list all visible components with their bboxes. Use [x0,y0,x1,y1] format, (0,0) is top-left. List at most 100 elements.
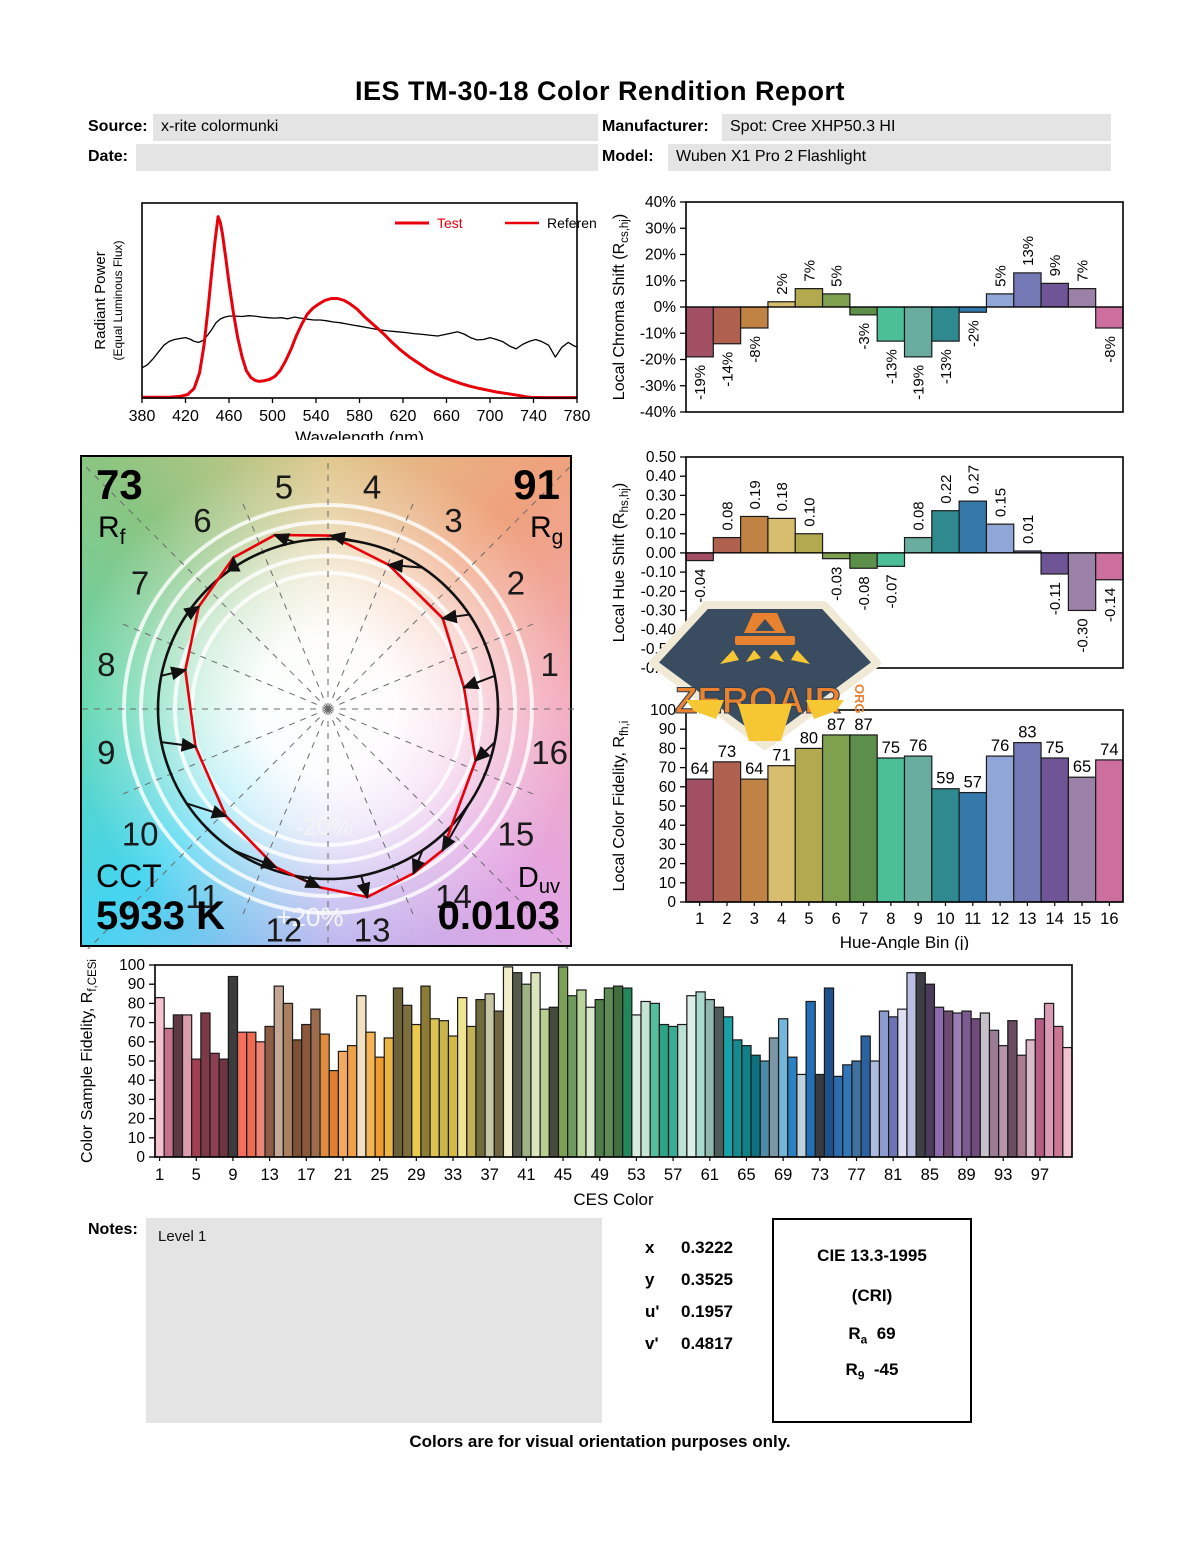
svg-text:12: 12 [266,912,303,949]
svg-text:60: 60 [659,779,677,796]
svg-text:-40%: -40% [640,404,676,421]
svg-text:700: 700 [477,408,504,425]
svg-text:11: 11 [185,878,219,915]
svg-text:0.18: 0.18 [774,482,791,511]
svg-text:73: 73 [96,461,143,508]
svg-text:49: 49 [591,1166,609,1184]
notes-label: Notes: [88,1221,138,1238]
svg-text:15: 15 [1073,910,1091,928]
svg-text:65: 65 [737,1166,755,1184]
svg-text:0: 0 [136,1149,145,1166]
svg-text:76: 76 [991,737,1009,755]
svg-text:33: 33 [444,1166,462,1184]
svg-text:81: 81 [884,1166,902,1184]
svg-text:60: 60 [128,1034,146,1051]
svg-text:80: 80 [800,729,818,747]
svg-text:2: 2 [507,564,525,601]
svg-text:70: 70 [128,1015,146,1032]
svg-text:0.30: 0.30 [646,487,677,504]
chromaticity-row-u: u' 0.1957 [645,1302,733,1321]
model-label: Model: [602,148,654,165]
source-label: Source: [88,118,148,135]
svg-text:-19%: -19% [692,365,709,400]
svg-text:-0.40: -0.40 [641,622,677,639]
svg-text:87: 87 [854,716,872,734]
svg-text:-14%: -14% [719,352,736,387]
svg-text:13: 13 [1018,910,1036,928]
page-title: IES TM-30-18 Color Rendition Report [354,76,846,106]
svg-text:11: 11 [964,910,981,928]
svg-text:-13%: -13% [938,349,955,384]
svg-text:57: 57 [964,774,982,792]
cri-subtitle: (CRI) [851,1286,893,1305]
manufacturer-value: Spot: Cree XHP50.3 HI [722,114,1111,141]
svg-text:9: 9 [228,1166,237,1184]
svg-text:53: 53 [627,1166,645,1184]
svg-text:73: 73 [811,1166,829,1184]
color-vector-graphic: -20% +20% 1 2 3 4 5 6 7 8 9 10 11 12 13 14 15 16 73 Rf 91 Rg C… [80,455,574,949]
svg-text:87: 87 [827,716,845,734]
logo-ray [746,650,761,662]
svg-text:740: 740 [520,408,547,425]
svg-text:-0.14: -0.14 [1102,588,1119,622]
svg-text:1: 1 [695,910,704,928]
svg-text:380: 380 [129,408,156,425]
svg-text:73: 73 [718,743,736,761]
chromaticity-table: x 0.3222 y 0.3525 u' 0.1957 v' 0.4817 [645,1238,733,1366]
svg-text:5%: 5% [993,265,1010,287]
svg-text:29: 29 [407,1166,425,1184]
svg-text:-8%: -8% [747,336,764,363]
svg-text:59: 59 [936,770,954,788]
logo-org-text: ORG [852,684,867,714]
svg-text:0.40: 0.40 [646,468,677,485]
svg-text:460: 460 [216,408,243,425]
svg-text:85: 85 [921,1166,939,1184]
svg-text:70: 70 [659,760,677,777]
svg-text:12: 12 [991,910,1009,928]
svg-text:40: 40 [128,1072,146,1089]
svg-text:97: 97 [1031,1166,1049,1184]
svg-text:16: 16 [531,734,568,771]
svg-text:64: 64 [690,760,708,778]
svg-text:30: 30 [128,1091,146,1108]
svg-text:5%: 5% [829,265,846,287]
date-label: Date: [88,148,129,165]
svg-text:-0.10: -0.10 [641,564,677,581]
svg-text:0.50: 0.50 [646,449,677,466]
svg-text:5: 5 [804,910,813,928]
svg-text:-20%: -20% [295,813,353,841]
svg-text:93: 93 [994,1166,1012,1184]
svg-text:9: 9 [914,910,923,928]
svg-text:9%: 9% [1047,255,1064,277]
svg-text:7%: 7% [801,260,818,282]
svg-text:0.19: 0.19 [747,480,764,509]
svg-text:Wavelength (nm): Wavelength (nm) [295,428,424,440]
svg-text:50: 50 [128,1053,146,1070]
svg-text:3: 3 [750,910,759,928]
svg-text:100: 100 [119,957,145,974]
svg-text:0.08: 0.08 [911,501,928,530]
svg-text:0.10: 0.10 [801,498,818,527]
svg-text:10: 10 [128,1130,146,1147]
svg-text:-0.30: -0.30 [1075,618,1092,652]
svg-text:4: 4 [777,910,786,928]
svg-text:0.0103: 0.0103 [438,894,560,938]
svg-text:75: 75 [882,739,900,757]
svg-text:620: 620 [390,408,417,425]
svg-text:89: 89 [957,1166,975,1184]
svg-text:8: 8 [97,646,115,683]
svg-text:7%: 7% [1075,260,1092,282]
svg-text:10: 10 [936,910,954,928]
svg-text:5: 5 [275,468,293,505]
svg-text:660: 660 [433,408,460,425]
svg-text:74: 74 [1100,741,1118,759]
svg-text:21: 21 [334,1166,352,1184]
svg-text:-3%: -3% [856,323,873,350]
svg-text:16: 16 [1100,910,1118,928]
svg-text:6: 6 [193,502,211,539]
svg-text:65: 65 [1073,758,1091,776]
svg-text:76: 76 [909,737,927,755]
svg-text:80: 80 [128,995,146,1012]
svg-text:25: 25 [370,1166,388,1184]
